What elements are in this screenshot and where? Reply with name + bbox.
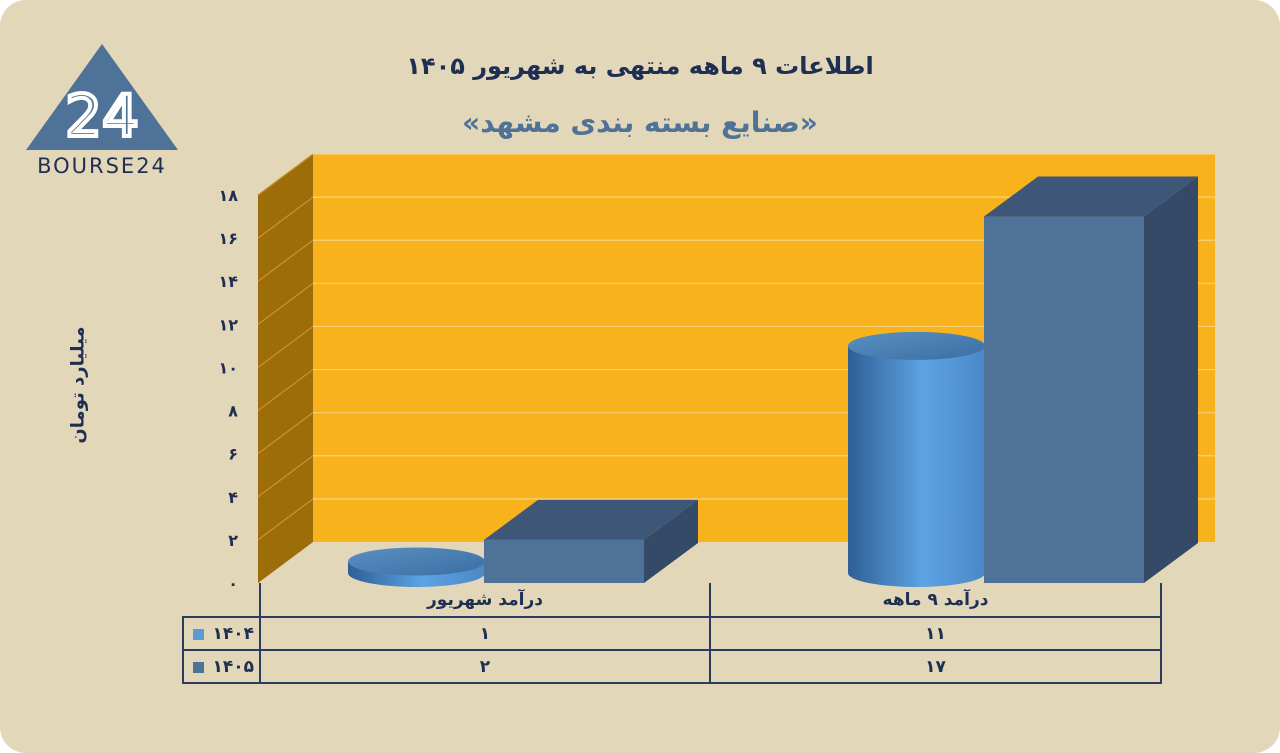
- side-wall: [258, 154, 313, 583]
- logo-wordmark: BOURSE24: [37, 154, 167, 178]
- table-row: ۱۴۰۴ ۱ ۱۱: [182, 616, 1162, 651]
- bar-box-top: [484, 499, 698, 540]
- y-tick-label: ۱۸: [218, 186, 238, 205]
- data-cell: ۱: [259, 616, 711, 651]
- data-table: درآمد شهریور درآمد ۹ ماهه ۱۴۰۴ ۱ ۱۱ ۱۴۰۵…: [182, 583, 1162, 684]
- gridline: [257, 412, 314, 455]
- data-cell: ۱۱: [709, 616, 1162, 651]
- gridline: [257, 239, 314, 282]
- legend-entry: ۱۴۰۵: [182, 649, 261, 684]
- legend-label: ۱۴۰۴: [212, 623, 254, 644]
- table-corner: [183, 583, 261, 617]
- legend-swatch: [193, 661, 204, 673]
- data-cell: ۲: [259, 649, 711, 684]
- legend-entry: ۱۴۰۴: [182, 616, 261, 651]
- y-tick-label: ۸: [228, 402, 238, 421]
- bar-box: [984, 176, 1198, 584]
- bar-cylinder-body: [848, 345, 985, 587]
- y-tick-label: ۶: [228, 445, 238, 464]
- y-tick-label: ۱۴: [218, 272, 238, 291]
- y-tick-label: ۲: [228, 531, 238, 550]
- gridline: [257, 153, 314, 196]
- data-cell: ۱۷: [709, 649, 1162, 684]
- chart-subtitle: «صنایع بسته بندی مشهد»: [462, 106, 818, 139]
- bar-box-front: [984, 216, 1144, 584]
- gridline: [257, 196, 314, 239]
- gridline: [257, 325, 314, 368]
- table-header-row: درآمد شهریور درآمد ۹ ماهه: [183, 583, 1162, 618]
- y-tick-label: ۱۶: [218, 229, 238, 248]
- gridline: [257, 455, 314, 498]
- bar-cylinder-top: [348, 547, 485, 576]
- gridline: [257, 498, 314, 541]
- category-label: درآمد ۹ ماهه: [709, 583, 1162, 618]
- y-tick-label: ۱۰: [218, 358, 238, 377]
- gridline: [257, 369, 314, 412]
- legend-swatch: [193, 628, 204, 640]
- logo-triangle: [26, 44, 178, 150]
- y-tick-label: ۱۲: [218, 315, 238, 334]
- bar-box-side: [644, 499, 698, 583]
- table-row: ۱۴۰۵ ۲ ۱۷: [182, 649, 1162, 684]
- y-tick-label: ۴: [228, 488, 238, 507]
- logo-mark: 24: [65, 82, 139, 150]
- bar-cylinder: [348, 547, 485, 587]
- bar-cylinder: [848, 331, 985, 587]
- legend-label: ۱۴۰۵: [212, 656, 254, 677]
- gridline: [257, 282, 314, 325]
- chart-title: اطلاعات ۹ ماهه منتهی به شهریور ۱۴۰۵: [406, 52, 874, 80]
- bar-box-side: [1144, 176, 1198, 584]
- bar-box-top: [984, 176, 1198, 217]
- bourse24-logo: 24: [26, 44, 178, 152]
- bar-box: [484, 499, 698, 583]
- bar-cylinder-top: [848, 331, 985, 360]
- category-label: درآمد شهریور: [259, 583, 711, 618]
- bar-box-front: [484, 539, 644, 583]
